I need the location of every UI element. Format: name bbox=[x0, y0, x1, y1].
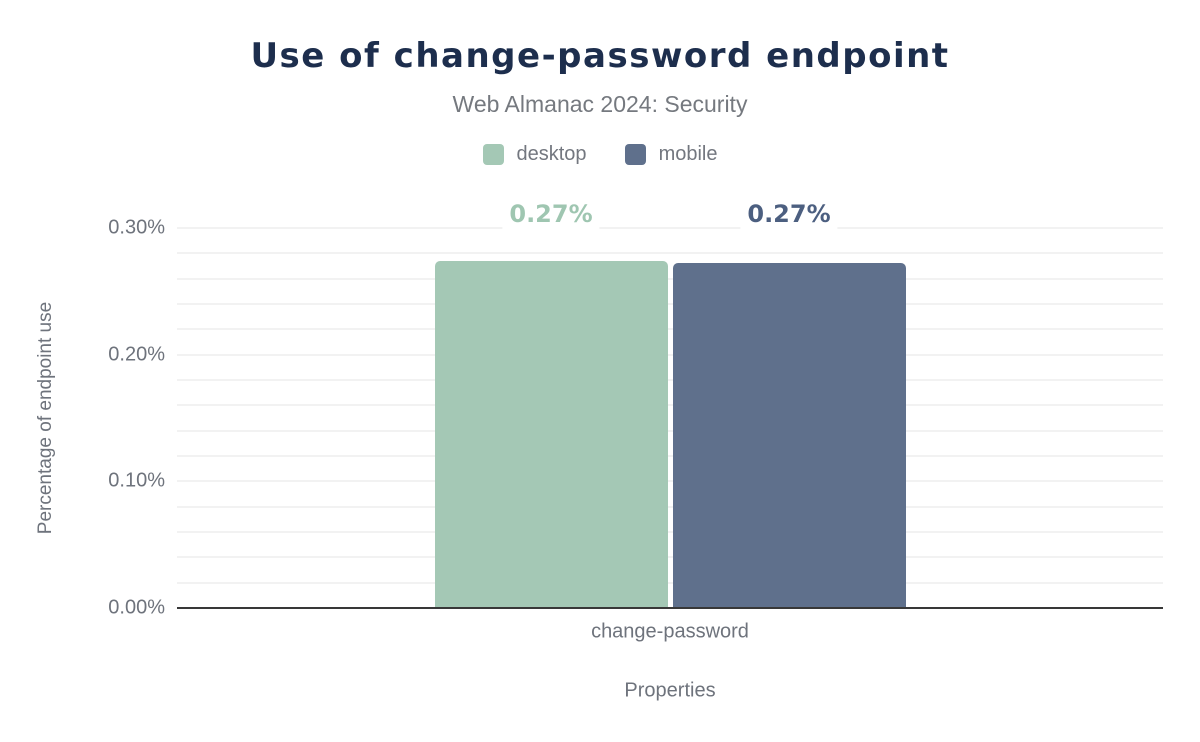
x-axis-line bbox=[177, 607, 1163, 609]
data-label-mobile: 0.27% bbox=[740, 196, 838, 232]
gridline bbox=[177, 429, 1163, 432]
gridline bbox=[177, 328, 1163, 331]
y-tick-label: 0.30% bbox=[108, 216, 165, 239]
x-axis-title: Properties bbox=[624, 679, 716, 702]
data-label-desktop: 0.27% bbox=[502, 196, 600, 232]
gridline bbox=[177, 227, 1163, 229]
chart-title: Use of change-password endpoint bbox=[250, 36, 950, 76]
legend-item-desktop[interactable]: desktop bbox=[482, 143, 587, 166]
gridline bbox=[177, 455, 1163, 457]
legend-swatch-mobile bbox=[624, 144, 646, 165]
y-tick-label: 0.20% bbox=[108, 343, 165, 366]
y-axis-title: Percentage of endpoint use bbox=[35, 301, 56, 535]
gridline bbox=[177, 581, 1163, 584]
gridline bbox=[177, 556, 1163, 559]
y-tick-label: 0.10% bbox=[108, 469, 165, 492]
bar-mobile[interactable] bbox=[672, 263, 906, 608]
legend-item-mobile[interactable]: mobile bbox=[624, 143, 718, 166]
legend: desktop mobile bbox=[0, 143, 1200, 166]
gridline bbox=[177, 505, 1163, 508]
x-category-label: change-password bbox=[591, 620, 749, 643]
legend-label: mobile bbox=[658, 143, 718, 165]
legend-label: desktop bbox=[516, 143, 587, 165]
bar-desktop[interactable] bbox=[434, 260, 668, 608]
legend-swatch-desktop bbox=[482, 144, 504, 165]
chart-subtitle: Web Almanac 2024: Security bbox=[452, 91, 748, 117]
gridline bbox=[177, 252, 1163, 255]
gridline bbox=[177, 379, 1163, 381]
gridline bbox=[177, 303, 1163, 305]
gridline bbox=[177, 480, 1163, 483]
gridline bbox=[177, 404, 1163, 407]
gridline bbox=[177, 277, 1163, 280]
y-tick-label: 0.00% bbox=[108, 596, 165, 619]
gridline bbox=[177, 353, 1163, 356]
gridline bbox=[177, 531, 1163, 533]
